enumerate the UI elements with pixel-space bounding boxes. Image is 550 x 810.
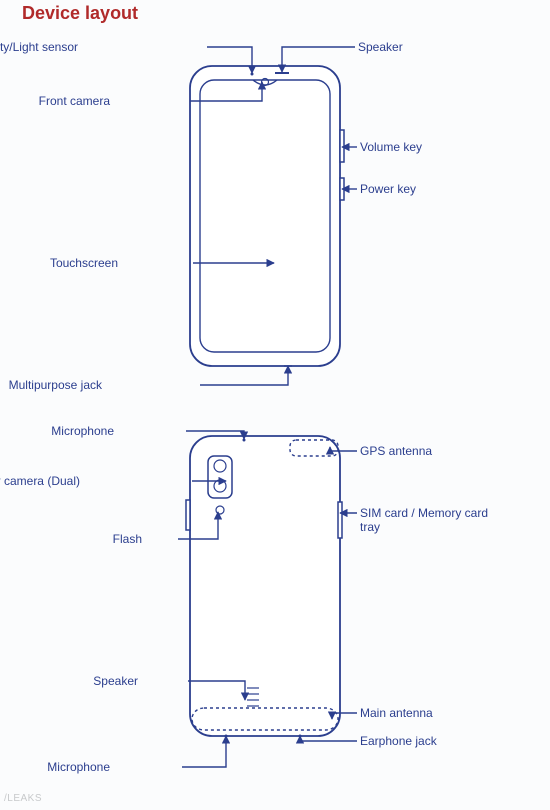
watermark: /LEAKS: [4, 793, 42, 804]
label-touch: Touchscreen: [50, 256, 118, 270]
label-main_ant: Main antenna: [360, 706, 433, 720]
label-gps: GPS antenna: [360, 444, 432, 458]
label-speaker_top: Speaker: [358, 40, 403, 54]
label-jack: Multipurpose jack: [9, 378, 102, 392]
label-prox: Proximity/Light sensor: [0, 40, 78, 54]
label-earphone: Earphone jack: [360, 734, 437, 748]
label-sim: SIM card / Memory card tray: [360, 506, 510, 534]
label-volume: Volume key: [360, 140, 422, 154]
label-speaker_back: Speaker: [93, 674, 138, 688]
label-mic_bot: Microphone: [47, 760, 110, 774]
label-power: Power key: [360, 182, 416, 196]
label-rear_cam: Rear camera (Dual): [0, 474, 80, 488]
label-front_cam: Front camera: [39, 94, 110, 108]
diagram-svg: [0, 0, 550, 810]
label-flash: Flash: [113, 532, 142, 546]
device-layout-diagram: Device layout Proximity/Light sensorSpea…: [0, 0, 550, 810]
label-mic_top: Microphone: [51, 424, 114, 438]
